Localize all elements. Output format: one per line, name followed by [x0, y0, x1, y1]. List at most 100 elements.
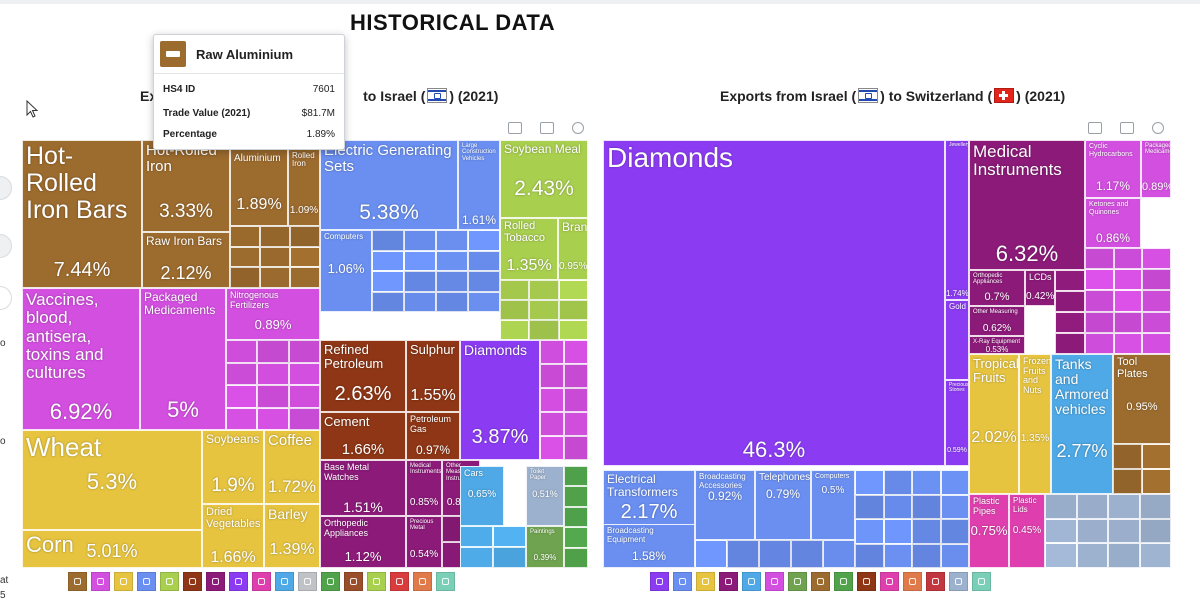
treemap-tile[interactable]: Dried Vegetables 1.66%: [202, 504, 264, 568]
treemap-small-tile[interactable]: [940, 543, 969, 568]
treemap-small-tile[interactable]: [883, 470, 912, 495]
treemap-tile[interactable]: Vaccines, blood, antisera, toxins and cu…: [22, 288, 140, 430]
treemap-tile[interactable]: Packaged Medicaments 5%: [140, 288, 226, 430]
treemap-small-tile[interactable]: [1142, 290, 1171, 312]
treemap-tile[interactable]: Precious Metal 0.54%: [406, 516, 442, 568]
treemap-small-tile[interactable]: [1055, 291, 1085, 312]
legend-category-icon[interactable]: [719, 572, 738, 591]
legend-category-icon[interactable]: [413, 572, 432, 591]
legend-category-icon[interactable]: [788, 572, 807, 591]
treemap-small-tile[interactable]: [288, 362, 320, 385]
treemap-small-tile[interactable]: [1113, 248, 1143, 270]
treemap-small-tile[interactable]: [1113, 311, 1143, 333]
treemap-small-tile[interactable]: [1076, 494, 1108, 519]
treemap-small-tile[interactable]: [1113, 332, 1143, 354]
treemap-small-tile[interactable]: [500, 280, 530, 300]
legend-category-icon[interactable]: [834, 572, 853, 591]
treemap-small-tile[interactable]: [288, 385, 320, 408]
treemap-small-tile[interactable]: [1142, 444, 1171, 469]
image-icon[interactable]: [1120, 122, 1134, 134]
treemap-tile[interactable]: Paintings 0.39%: [526, 526, 564, 568]
treemap-small-tile[interactable]: [1085, 269, 1114, 291]
treemap-tile[interactable]: Broadcasting Equipment 1.58%: [603, 524, 695, 568]
treemap-tile[interactable]: Diamonds 46.3%: [603, 140, 945, 466]
treemap-small-tile[interactable]: [1113, 444, 1142, 469]
treemap-tile[interactable]: Medical Instruments 0.85%: [406, 460, 442, 516]
treemap-small-tile[interactable]: [1142, 332, 1171, 354]
treemap-small-tile[interactable]: [372, 250, 404, 271]
treemap-small-tile[interactable]: [540, 388, 564, 412]
treemap-small-tile[interactable]: [940, 494, 969, 519]
legend-category-icon[interactable]: [390, 572, 409, 591]
treemap-tile[interactable]: Cars 0.65%: [460, 466, 504, 526]
treemap-tile[interactable]: Corn 5.01%: [22, 530, 202, 568]
treemap-small-tile[interactable]: [436, 250, 468, 271]
treemap-small-tile[interactable]: [468, 250, 500, 271]
treemap-small-tile[interactable]: [1139, 494, 1171, 519]
treemap-small-tile[interactable]: [1113, 290, 1143, 312]
treemap-small-tile[interactable]: [883, 519, 912, 544]
treemap-small-tile[interactable]: [883, 543, 912, 568]
treemap-small-tile[interactable]: [468, 230, 500, 251]
share-icon[interactable]: [572, 122, 584, 134]
treemap-small-tile[interactable]: [493, 547, 526, 568]
treemap-small-tile[interactable]: [912, 543, 941, 568]
treemap-small-tile[interactable]: [460, 547, 493, 568]
treemap-small-tile[interactable]: [500, 300, 530, 320]
treemap-small-tile[interactable]: [257, 385, 289, 408]
treemap-tile[interactable]: Barley 1.39%: [264, 504, 320, 568]
treemap-tile[interactable]: Base Metal Watches 1.51%: [320, 460, 406, 516]
treemap-small-tile[interactable]: [855, 470, 884, 495]
legend-category-icon[interactable]: [880, 572, 899, 591]
treemap-small-tile[interactable]: [564, 412, 588, 436]
treemap-small-tile[interactable]: [436, 271, 468, 292]
legend-category-icon[interactable]: [68, 572, 87, 591]
treemap-small-tile[interactable]: [372, 291, 404, 312]
treemap-tile[interactable]: Gold1.02%: [945, 300, 969, 380]
legend-category-icon[interactable]: [742, 572, 761, 591]
treemap-small-tile[interactable]: [564, 466, 588, 487]
treemap-tile[interactable]: Other Measuring 0.62%: [969, 306, 1025, 336]
treemap-small-tile[interactable]: [1085, 332, 1114, 354]
treemap-small-tile[interactable]: [1045, 494, 1077, 519]
treemap-tile[interactable]: Rolled Tobacco 1.35%: [500, 218, 558, 280]
treemap-small-tile[interactable]: [1055, 312, 1085, 333]
legend-category-icon[interactable]: [436, 572, 455, 591]
treemap-small-tile[interactable]: [404, 291, 436, 312]
share-icon[interactable]: [1152, 122, 1164, 134]
legend-category-icon[interactable]: [949, 572, 968, 591]
treemap-tile[interactable]: Hot-Rolled Iron 3.33%: [142, 140, 230, 232]
treemap-tile[interactable]: Refined Petroleum 2.63%: [320, 340, 406, 412]
treemap-small-tile[interactable]: [558, 280, 588, 300]
legend-category-icon[interactable]: [650, 572, 669, 591]
treemap-small-tile[interactable]: [695, 540, 727, 568]
treemap-tile[interactable]: Soybean Meal 2.43%: [500, 140, 588, 218]
treemap-small-tile[interactable]: [912, 494, 941, 519]
treemap-small-tile[interactable]: [791, 540, 823, 568]
treemap-small-tile[interactable]: [372, 230, 404, 251]
treemap-small-tile[interactable]: [1055, 333, 1085, 354]
treemap-tile[interactable]: Hot-Rolled Iron Bars 7.44%: [22, 140, 142, 288]
treemap-small-tile[interactable]: [230, 226, 260, 247]
legend-category-icon[interactable]: [114, 572, 133, 591]
treemap-small-tile[interactable]: [226, 340, 258, 363]
treemap-tile[interactable]: Tanks and Armored vehicles 2.77%: [1051, 354, 1113, 494]
treemap-small-tile[interactable]: [1142, 469, 1171, 494]
treemap-small-tile[interactable]: [940, 519, 969, 544]
treemap-tile[interactable]: Tool Plates 0.95%: [1113, 354, 1171, 444]
treemap-tile[interactable]: Plastic Lids 0.45%: [1009, 494, 1045, 568]
treemap-tile[interactable]: Cyclic Hydrocarbons 1.17%: [1085, 140, 1141, 198]
legend-category-icon[interactable]: [298, 572, 317, 591]
legend-category-icon[interactable]: [252, 572, 271, 591]
treemap-tile[interactable]: Precious Stones 0.59%: [945, 380, 969, 466]
legend-category-icon[interactable]: [275, 572, 294, 591]
treemap-small-tile[interactable]: [564, 340, 588, 364]
treemap-tile[interactable]: Raw Iron Bars 2.12%: [142, 232, 230, 288]
side-circle-button[interactable]: [0, 286, 12, 310]
treemap-small-tile[interactable]: [436, 291, 468, 312]
treemap-small-tile[interactable]: [257, 362, 289, 385]
legend-category-icon[interactable]: [91, 572, 110, 591]
treemap-small-tile[interactable]: [1113, 269, 1143, 291]
